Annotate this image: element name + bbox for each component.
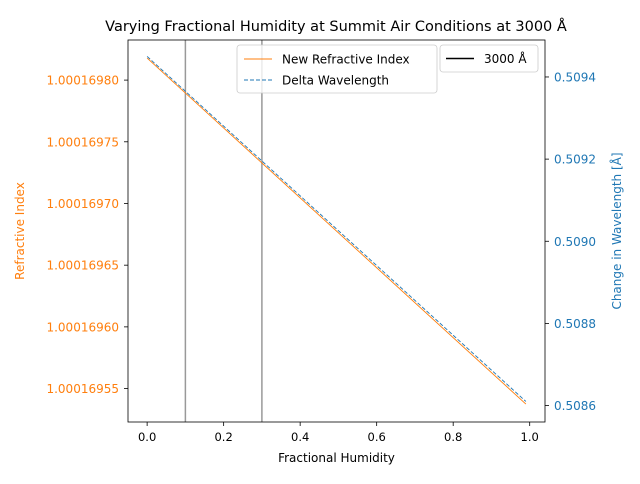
y-right-tick-label-4: 0.5094	[554, 70, 596, 84]
y-right-tick-label-1: 0.5088	[554, 317, 596, 331]
y-right-tick-label-0: 0.5086	[554, 399, 596, 413]
vertical-lines	[184, 40, 263, 422]
y-right-tick-label-2: 0.5090	[554, 235, 596, 249]
legend-label-3000-angstrom: 3000 Å	[484, 51, 527, 66]
y-axis-left-label: Refractive Index	[13, 182, 27, 280]
x-tick-label-1: 0.2	[214, 430, 232, 444]
x-tick-label-3: 0.6	[368, 430, 386, 444]
series-line-delta-wavelength	[146, 56, 527, 402]
x-tick-label-0: 0.0	[138, 430, 156, 444]
legend-label-delta-wavelength: Delta Wavelength	[282, 74, 389, 88]
x-axis: 0.0 0.2 0.4 0.6 0.8 1.0	[138, 422, 539, 444]
x-tick-label-4: 0.8	[444, 430, 462, 444]
y-left-tick-label-1: 1.00016960	[46, 320, 119, 334]
y-axis-right: 0.5086 0.5088 0.5090 0.5092 0.5094	[545, 70, 596, 413]
y-axis-right-label: Change in Wavelength [Å]	[609, 152, 624, 309]
y-left-tick-label-2: 1.00016965	[46, 259, 119, 273]
legend-series-box	[236, 44, 438, 94]
y-left-tick-label-4: 1.00016975	[46, 135, 119, 149]
chart-title: Varying Fractional Humidity at Summit Ai…	[105, 18, 567, 35]
y-axis-left: 1.00016955 1.00016960 1.00016965 1.00016970…	[46, 74, 128, 396]
x-tick-label-2: 0.4	[291, 430, 309, 444]
x-axis-label: Fractional Humidity	[278, 451, 395, 465]
x-tick-label-5: 1.0	[521, 430, 539, 444]
y-left-tick-label-5: 1.00016980	[46, 74, 119, 88]
y-right-tick-label-3: 0.5092	[554, 153, 596, 167]
series-line-new-refractive-index	[146, 57, 527, 405]
plot-frame	[127, 39, 546, 423]
legend-series: New Refractive Index Delta Wavelength	[236, 44, 438, 94]
y-left-tick-label-3: 1.00016970	[46, 197, 119, 211]
legend-wavelength: 3000 Å	[439, 44, 539, 73]
series-lines	[146, 56, 527, 405]
y-left-tick-label-0: 1.00016955	[46, 382, 119, 396]
legend-label-new-refractive-index: New Refractive Index	[282, 53, 410, 67]
legend-wavelength-box	[439, 44, 539, 73]
